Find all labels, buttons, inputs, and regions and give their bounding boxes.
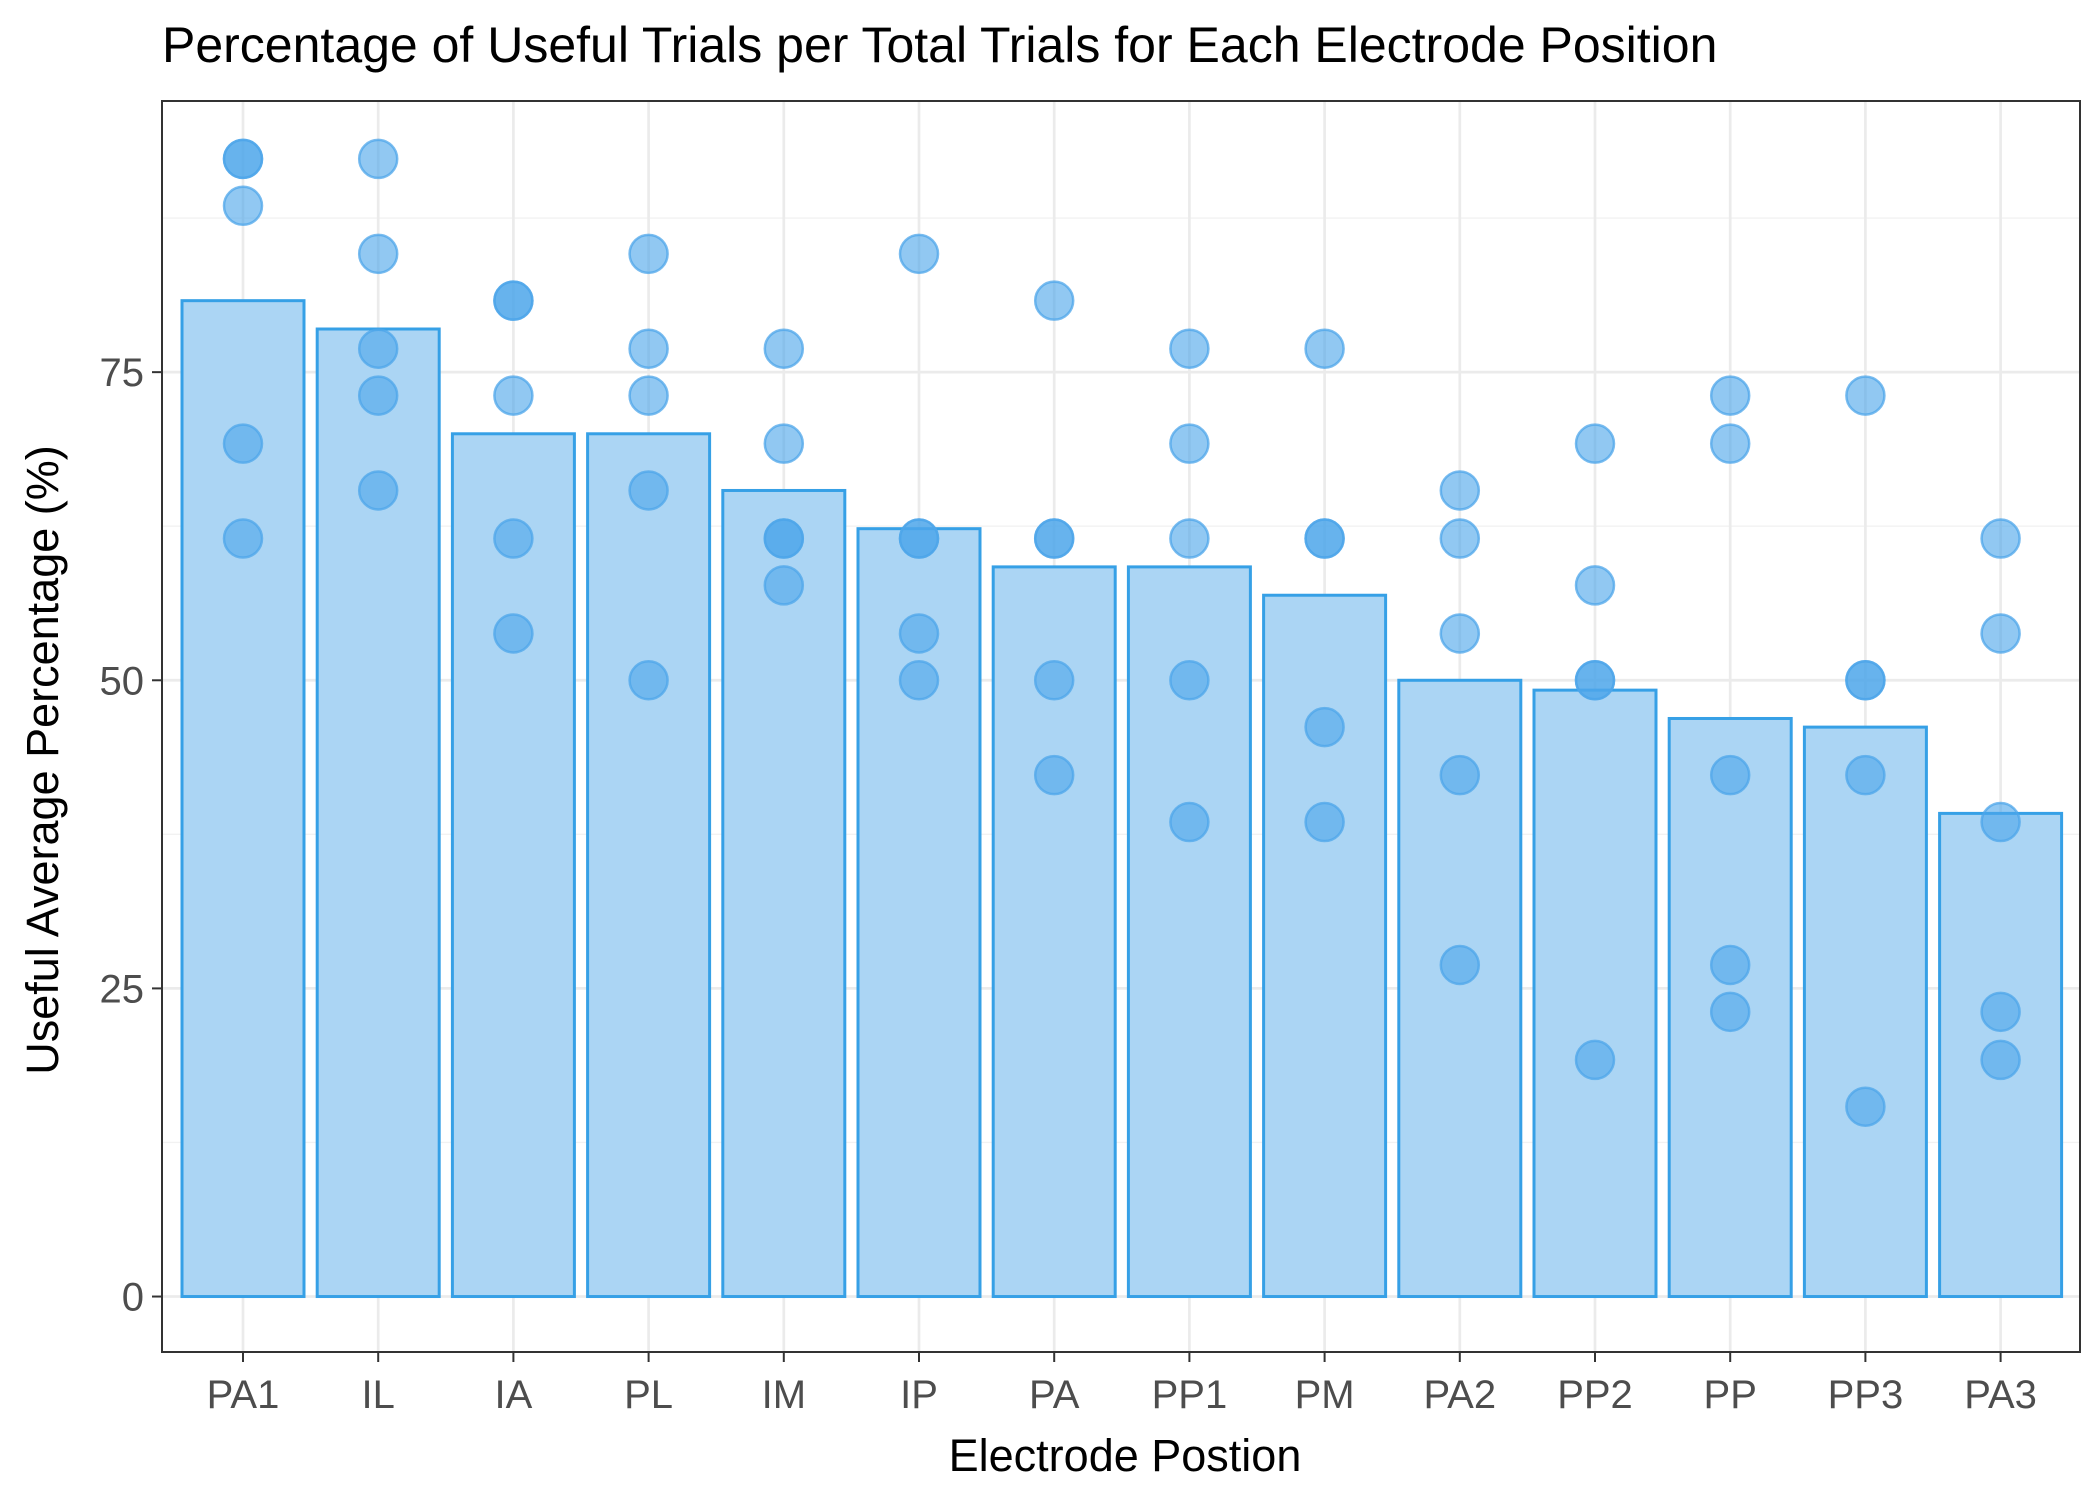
data-point-pp3 [1845,754,1886,796]
data-point-pp1 [1169,660,1210,701]
data-point-pp [1709,944,1751,986]
data-point-pp1 [1169,423,1210,464]
data-point-pp1 [1169,328,1210,369]
data-point-pl [628,470,669,511]
data-point-pp [1709,991,1751,1033]
x-tick-label: PL [624,1373,673,1417]
y-axis-title: Useful Average Percentage (%) [17,445,68,1075]
x-tick-label: PM [1295,1373,1355,1417]
bar-ia [450,432,576,1299]
data-point-pa3 [1980,801,2021,843]
data-point-im [763,565,805,606]
data-point-ip [898,233,940,275]
bars [180,299,2064,1299]
data-point-pp2 [1574,423,1616,464]
data-points [222,138,2021,1127]
data-point-ip [898,518,940,559]
data-point-pa3 [1980,991,2021,1033]
data-point-il [357,138,399,180]
data-point-il [357,375,399,416]
x-tick-label: PP2 [1557,1373,1633,1417]
data-point-pa2 [1439,944,1481,986]
data-point-pp3 [1845,660,1886,701]
y-tick-label: 50 [100,659,145,703]
bar-ip [856,527,982,1299]
axes: 0 25 50 75 PA1 IL IA PL IM IP PA PP1 PM PA2 PP2 PP PP3 PA… [100,351,2037,1417]
data-point-im [763,328,805,369]
data-point-pa1 [222,518,264,559]
data-point-ia [493,518,534,559]
data-point-pa1 [222,423,264,464]
data-point-pm [1304,801,1345,843]
x-axis-title: Electrode Postion [949,1430,1302,1481]
data-point-pa2 [1439,518,1481,559]
x-tick-label: IA [495,1373,533,1417]
data-point-pp [1709,375,1751,416]
bar-pm [1262,593,1388,1299]
x-tick-label: PA2 [1423,1373,1496,1417]
data-point-pp3 [1845,375,1886,416]
y-tick-label: 25 [100,967,145,1011]
x-tick-label: IM [762,1373,806,1417]
bar-im [721,488,847,1299]
chart-title: Percentage of Useful Trials per Total Tr… [162,17,1717,73]
data-point-pa1 [222,185,264,227]
data-point-il [357,233,399,275]
data-point-il [357,470,399,511]
data-point-pp2 [1574,565,1616,606]
y-tick-label: 0 [122,1276,144,1320]
plot-panel-border [161,100,2081,1353]
data-point-pp2 [1574,660,1616,701]
data-point-pa [1033,754,1075,796]
data-point-pa [1033,660,1075,701]
x-tick-label: PA3 [1964,1373,2037,1417]
data-point-pm [1304,328,1345,369]
data-point-pa1 [222,138,264,180]
data-point-pp1 [1169,518,1210,559]
x-tick-label: IL [362,1373,395,1417]
data-point-pa3 [1980,1039,2021,1081]
data-point-pl [628,660,669,701]
data-point-pa3 [1980,518,2021,559]
data-point-im [763,518,805,559]
x-tick-label: PP3 [1828,1373,1904,1417]
data-point-pl [628,375,669,416]
data-point-ip [898,613,940,654]
data-point-ip [898,660,940,701]
data-point-ia [493,613,534,654]
data-point-pa3 [1980,613,2021,654]
bar-pp3 [1802,725,1928,1299]
x-tick-label: PP [1704,1373,1757,1417]
data-point-ia [493,375,534,416]
data-point-pa [1033,280,1075,321]
bar-pp2 [1532,688,1658,1299]
data-point-pp2 [1574,1039,1616,1081]
data-point-pm [1304,518,1345,559]
x-tick-label: PA [1029,1373,1080,1417]
bar-pa1 [180,299,306,1299]
x-tick-label: PP1 [1152,1373,1228,1417]
data-point-pa2 [1439,613,1481,654]
data-point-pp1 [1169,801,1210,843]
data-point-pp [1709,754,1751,796]
data-point-pl [628,328,669,369]
data-point-im [763,423,805,464]
data-point-ia [493,280,534,321]
data-point-pl [628,233,669,275]
data-point-pp3 [1845,1086,1886,1127]
data-point-pm [1304,706,1345,748]
data-point-pa [1033,518,1075,559]
data-point-pp [1709,423,1751,464]
bar-pl [586,432,712,1299]
data-point-pa2 [1439,754,1481,796]
data-point-il [357,328,399,369]
x-tick-label: PA1 [207,1373,280,1417]
x-tick-label: IP [900,1373,938,1417]
data-point-pa2 [1439,470,1481,511]
y-tick-label: 75 [100,351,145,395]
